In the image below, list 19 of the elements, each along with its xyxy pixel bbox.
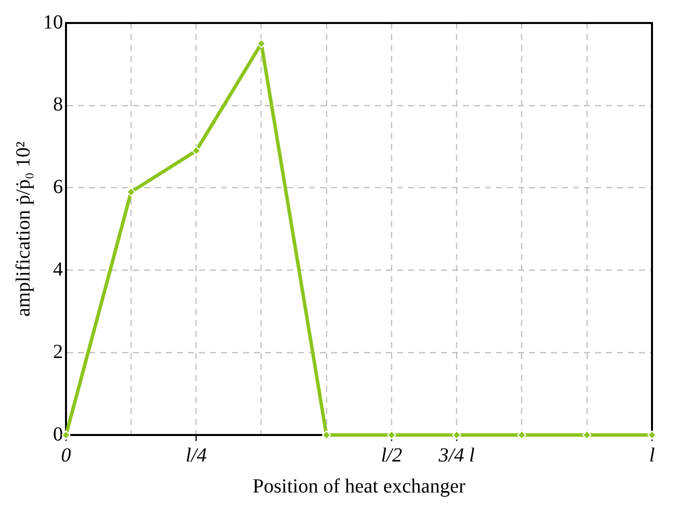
y-tick-label: 6 [53, 176, 63, 198]
x-tick-label: l/2 [380, 444, 402, 466]
point [452, 430, 462, 440]
point [387, 430, 396, 440]
y-axis-title: amplification ṗ/ṗ₀ 10² [12, 141, 34, 317]
x-tick-label: 3/4 l [438, 444, 476, 466]
y-tick-label: 8 [53, 94, 63, 116]
point [582, 430, 592, 440]
y-tick-label: 0 [53, 423, 63, 446]
point [517, 430, 526, 440]
point [648, 430, 656, 440]
point [322, 430, 331, 440]
point [126, 187, 136, 196]
x-axis-title: Position of heat exchanger [252, 475, 466, 498]
y-tick-label: 10 [43, 11, 63, 34]
x-tick-label: l [649, 444, 656, 466]
y-tick-label: 2 [53, 340, 63, 363]
y-tick-label: 4 [53, 258, 63, 280]
x-tick-label: l/4 [186, 444, 207, 466]
